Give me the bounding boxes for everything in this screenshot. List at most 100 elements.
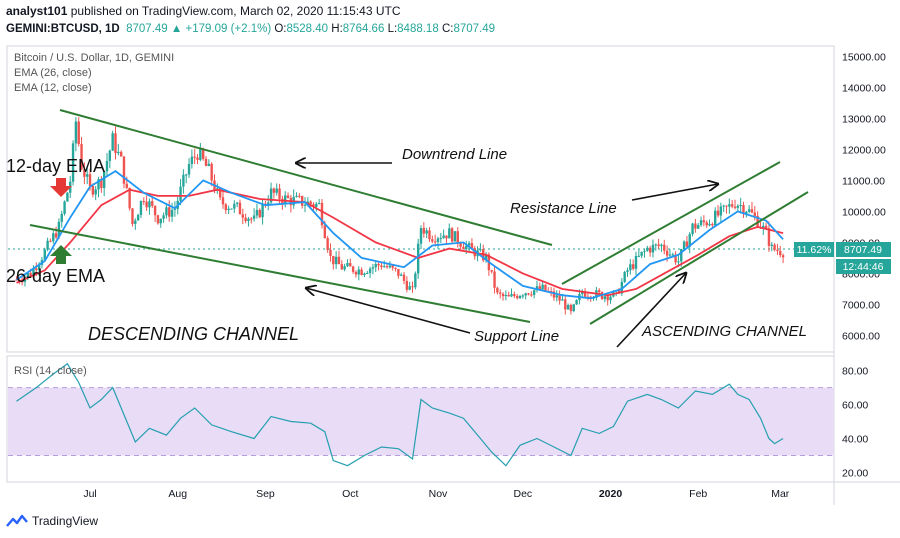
candle-body — [651, 244, 655, 253]
candle-body — [357, 269, 360, 275]
candle-body — [105, 160, 109, 172]
time-tick-label: Nov — [429, 488, 448, 500]
candle-body — [682, 241, 686, 250]
price-tags: 11.62% 8707.49 12:44:46 — [794, 242, 891, 274]
candle-body — [569, 305, 573, 312]
open-label: O: — [274, 23, 287, 35]
candle-body — [286, 195, 290, 198]
candle-body — [501, 293, 505, 297]
candle-body — [88, 174, 92, 186]
candle-body — [182, 174, 185, 187]
candle-body — [493, 271, 496, 288]
candle-body — [114, 133, 117, 154]
candle-body — [705, 222, 708, 226]
ema26-line — [16, 188, 784, 297]
close-value: 8707.49 — [453, 23, 496, 35]
candle-body — [74, 121, 78, 144]
candle-body — [196, 157, 199, 160]
candle-body — [779, 250, 782, 256]
candle-body — [691, 223, 694, 235]
candle-body — [515, 296, 519, 299]
candle-body — [428, 230, 431, 240]
candle-body — [620, 281, 624, 294]
candle-body — [383, 266, 386, 268]
candle-body — [436, 238, 440, 243]
candle-body — [510, 294, 513, 297]
descending-support-line — [29, 224, 531, 323]
candle-body — [252, 215, 256, 219]
footer-brand[interactable]: TradingView — [32, 514, 99, 528]
candle-body — [530, 294, 533, 296]
candle-body — [646, 247, 649, 251]
candle-body — [713, 210, 717, 226]
candle-body — [708, 224, 711, 226]
timer-tag — [836, 259, 891, 274]
candle-body — [513, 294, 516, 297]
candle-body — [730, 204, 734, 207]
candle-body — [63, 201, 66, 214]
candle-body — [190, 156, 194, 164]
candle-body — [179, 186, 182, 201]
candle-body — [134, 220, 137, 224]
rsi-band — [8, 387, 834, 456]
candle-body — [37, 264, 41, 270]
candle-body — [49, 240, 52, 242]
legend: Bitcoin / U.S. Dollar, 1D, GEMINI EMA (2… — [14, 52, 174, 377]
candle-body — [162, 215, 165, 219]
candle-body — [100, 179, 103, 188]
candle-body — [391, 265, 394, 268]
candle-body — [467, 243, 471, 246]
candle-body — [111, 133, 114, 151]
candle-body — [668, 254, 672, 256]
candle-body — [521, 295, 525, 297]
candle-body — [284, 195, 287, 204]
candle-body — [165, 207, 168, 216]
candle-body — [663, 244, 666, 251]
ema12-line — [16, 170, 784, 300]
annotation-labels: Downtrend Line Resistance Line Support L… — [6, 146, 807, 345]
candle-body — [377, 263, 380, 266]
candle-body — [776, 249, 779, 251]
symbol-info: GEMINI:BTCUSD, 1D 8707.49 ▲ +179.09 (+2.… — [6, 23, 495, 35]
candle-body — [332, 255, 335, 265]
candle-body — [35, 268, 38, 270]
price-tick-label: 11000.00 — [842, 175, 885, 187]
candle-body — [60, 213, 63, 222]
candle-body — [736, 205, 740, 208]
candle-body — [54, 233, 58, 238]
candle-body — [549, 291, 553, 293]
candle-body — [745, 211, 748, 214]
candle-body — [479, 249, 482, 251]
candle-body — [309, 201, 312, 205]
candle-body — [97, 179, 100, 190]
candle-body — [722, 205, 725, 207]
candle-body — [598, 290, 601, 293]
candle-body — [32, 268, 35, 277]
candle-body — [753, 212, 756, 216]
tradingview-logo-icon[interactable] — [6, 514, 28, 528]
author-name[interactable]: analyst101 — [6, 4, 68, 18]
candle-body — [300, 195, 304, 206]
price-tick-label: 12000.00 — [842, 144, 886, 156]
candle-body — [255, 209, 259, 216]
candle-body — [657, 244, 660, 247]
candle-body — [91, 185, 95, 195]
rsi-tick-label: 80.00 — [842, 366, 868, 378]
candle-body — [346, 263, 349, 267]
candle-body — [343, 266, 346, 270]
candle-body — [733, 206, 737, 208]
candle-body — [142, 201, 145, 203]
price-tick-label: 7000.00 — [842, 299, 880, 311]
price-tick-label: 14000.00 — [842, 82, 886, 94]
candle-body — [230, 208, 233, 210]
candle-body — [575, 299, 578, 305]
candle-body — [781, 255, 785, 258]
candle-body — [408, 286, 411, 290]
candle-body — [411, 286, 414, 288]
candle-body — [159, 218, 162, 224]
candle-body — [52, 233, 55, 242]
candle-body — [269, 188, 273, 203]
high-value: 8764.66 — [342, 23, 385, 35]
candle-body — [439, 238, 443, 240]
